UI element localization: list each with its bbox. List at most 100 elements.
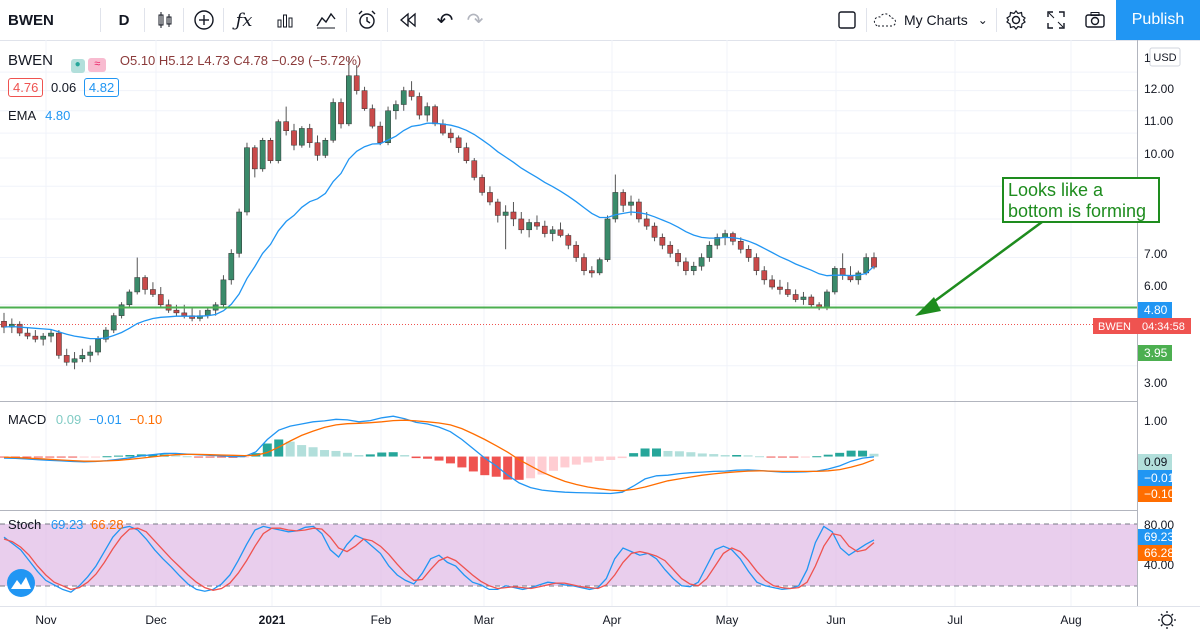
- candle-body: [800, 296, 807, 300]
- macd-histogram-bar: [732, 455, 742, 457]
- tradingview-logo[interactable]: [7, 569, 35, 597]
- candle-body: [244, 147, 250, 213]
- macd-histogram-bar: [22, 456, 32, 458]
- stoch-legend-d: 66.28: [91, 517, 124, 532]
- candle-body: [150, 289, 156, 295]
- macd-histogram-bar: [365, 454, 375, 457]
- ohlc-values: O5.10 H5.12 L4.73 C4.78 −0.29 (−5.72%): [119, 53, 362, 68]
- candle-body: [48, 332, 54, 337]
- bid-box[interactable]: 4.76: [8, 78, 44, 97]
- candle-body: [518, 218, 525, 231]
- settings-icon[interactable]: [1003, 0, 1029, 40]
- candle-body: [683, 261, 689, 271]
- macd-histogram-bar: [537, 456, 547, 475]
- spread-value: 0.06: [50, 80, 77, 95]
- add-indicator-icon[interactable]: [189, 0, 219, 40]
- macd-histogram-bar: [342, 452, 352, 457]
- publish-button[interactable]: Publish: [1116, 0, 1200, 40]
- macd-histogram-bar: [308, 447, 318, 457]
- currency-label: USD: [1153, 52, 1176, 64]
- annotation-callout[interactable]: Looks like a bottom is forming: [1002, 177, 1160, 223]
- ema-legend-label: EMA: [8, 108, 36, 123]
- candle-body: [628, 201, 634, 206]
- bars-icon[interactable]: [270, 0, 300, 40]
- stoch-band: [0, 524, 1137, 586]
- candle-body: [651, 225, 658, 238]
- undo-icon[interactable]: ↶: [436, 9, 454, 32]
- candle-body: [32, 335, 39, 340]
- status-dot-icon[interactable]: ●: [70, 59, 85, 73]
- stoch-k-tag: [1138, 529, 1172, 545]
- replay-icon[interactable]: [393, 0, 423, 40]
- macd-line-tag: [1138, 470, 1172, 486]
- candle-body: [408, 90, 415, 97]
- macd-histogram-bar: [548, 456, 558, 471]
- camera-icon[interactable]: [1082, 0, 1108, 40]
- macd-histogram-bar: [194, 456, 204, 458]
- layout-icon[interactable]: [834, 0, 860, 40]
- macd-histogram-bar: [320, 450, 330, 457]
- candle-body: [220, 279, 227, 306]
- macd-histogram-bar: [113, 455, 123, 457]
- macd-histogram-bar: [480, 456, 490, 476]
- candle-body: [463, 147, 470, 161]
- ema-price-tag: [1138, 302, 1172, 318]
- main-legend: BWEN ● ≈ O5.10 H5.12 L4.73 C4.78 −0.29 (…: [8, 52, 361, 73]
- last-price-tag: [1093, 318, 1191, 334]
- support-price-tag: [1138, 345, 1172, 361]
- candle-body: [510, 211, 517, 220]
- candle-body: [338, 102, 344, 125]
- candle-body: [173, 309, 180, 314]
- legend-symbol[interactable]: BWEN: [8, 52, 53, 69]
- symbol-search-button[interactable]: BWEN: [8, 11, 54, 29]
- candle-body: [769, 279, 775, 288]
- macd-legend-line: −0.01: [88, 412, 122, 427]
- macd-histogram-bar: [697, 453, 707, 457]
- chart-area[interactable]: USD 1 12.00 11.00 10.00 7.00 6.00 3.00 4…: [0, 40, 1200, 639]
- stoch-legend: Stoch 69.23 66.28: [8, 517, 124, 532]
- macd-histogram-bar: [606, 456, 616, 460]
- ask-box[interactable]: 4.82: [83, 78, 120, 97]
- chart-svg[interactable]: USD 1 12.00 11.00 10.00 7.00 6.00 3.00 4…: [0, 40, 1200, 639]
- redo-icon[interactable]: ↷: [466, 9, 484, 32]
- currency-badge[interactable]: [1149, 47, 1181, 67]
- stoch-d-tag: [1138, 545, 1172, 561]
- candle-body: [157, 294, 164, 306]
- candle-body: [228, 253, 235, 281]
- macd-histogram-bar: [297, 445, 307, 457]
- macd-histogram-bar: [45, 456, 55, 458]
- macd-histogram-bar: [629, 453, 639, 457]
- candle-body: [698, 257, 705, 267]
- candle-body: [16, 323, 23, 334]
- annotation-arrow: [927, 220, 1043, 308]
- stoch-d-line: [3, 527, 875, 591]
- compare-icon[interactable]: [311, 0, 341, 40]
- candle-body: [424, 106, 431, 116]
- macd-histogram-bar: [869, 453, 879, 457]
- axis-settings-icon[interactable]: [1158, 611, 1176, 629]
- stoch-k-line: [3, 525, 875, 593]
- ema-price-tag-label: 4.80: [1144, 303, 1168, 317]
- macd-histogram-bar: [468, 456, 478, 472]
- fx-icon[interactable]: ƒx: [235, 9, 253, 31]
- candle-body: [581, 257, 587, 271]
- candle-body: [118, 304, 125, 316]
- my-charts-button[interactable]: My Charts ⌄: [872, 0, 994, 40]
- time-label: Jul: [947, 613, 962, 627]
- fullscreen-icon[interactable]: [1043, 0, 1069, 40]
- cloud-icon: [873, 13, 896, 27]
- macd-histogram-bar: [755, 456, 765, 458]
- my-charts-label: My Charts: [904, 12, 968, 28]
- candles-icon[interactable]: [150, 0, 180, 40]
- last-price-tag-time: 04:34:58: [1142, 321, 1185, 333]
- candle-body: [753, 257, 760, 271]
- macd-histogram-bar: [68, 456, 78, 458]
- bid-ask-legend: 4.76 0.06 4.82: [8, 78, 120, 97]
- candle-body: [855, 272, 862, 281]
- wave-icon[interactable]: ≈: [88, 58, 107, 72]
- candle-body: [526, 222, 532, 231]
- macd-histogram-bar: [262, 443, 272, 457]
- alert-icon[interactable]: [352, 0, 382, 40]
- toolbar-divider: [100, 8, 101, 32]
- interval-button[interactable]: D: [118, 11, 130, 29]
